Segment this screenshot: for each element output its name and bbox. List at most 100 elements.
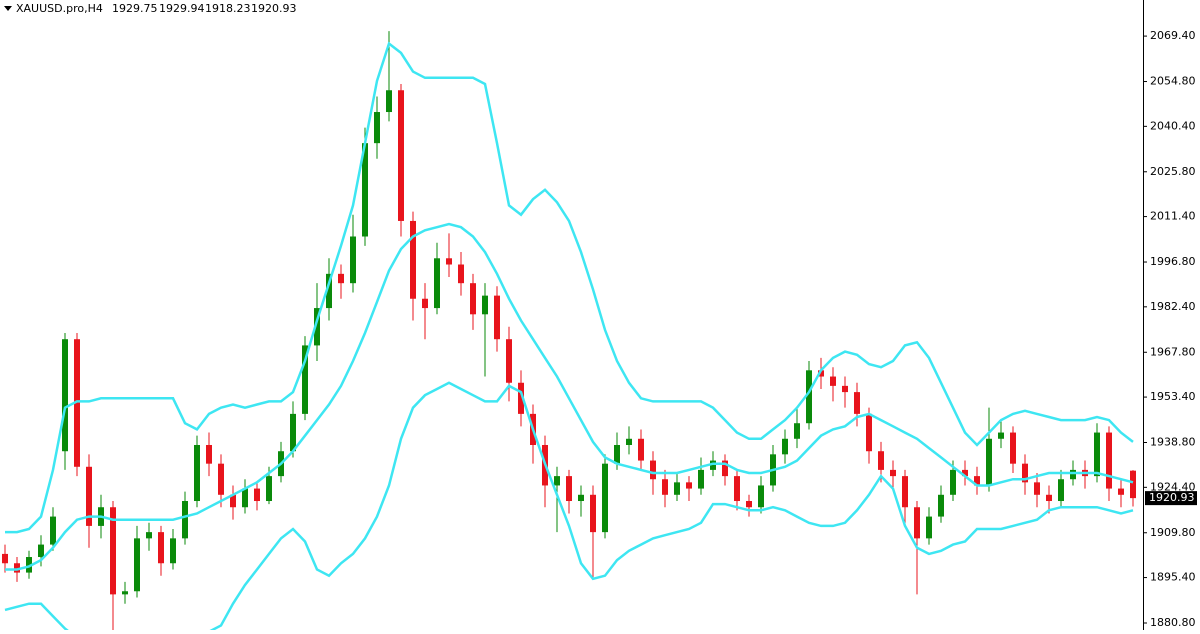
candle-body xyxy=(854,392,860,414)
bollinger-band xyxy=(5,222,1134,571)
last-price-box xyxy=(1145,491,1197,506)
candle-body xyxy=(1118,488,1124,495)
y-tick-label: 2069.40 xyxy=(1150,29,1196,42)
candle-body xyxy=(830,376,836,386)
candle-body xyxy=(446,258,452,265)
bollinger-band xyxy=(5,41,1134,534)
y-tick-label: 2054.80 xyxy=(1150,75,1196,88)
candle-body xyxy=(578,494,584,502)
candle-body xyxy=(566,476,572,502)
candle-body xyxy=(926,516,932,539)
candle-body xyxy=(182,501,188,539)
candle-body xyxy=(866,413,872,452)
plot-area xyxy=(2,31,1136,630)
last-price-label: 1920.93 xyxy=(1149,491,1195,504)
y-tick-label: 1880.80 xyxy=(1150,616,1196,629)
candle-body xyxy=(326,273,332,309)
candle-body xyxy=(194,444,200,502)
candle-body xyxy=(134,538,140,592)
candle-body xyxy=(590,494,596,533)
symbol: XAUUSD.pro,H4 xyxy=(16,2,103,15)
candle-body xyxy=(626,438,632,445)
candle-body xyxy=(614,444,620,464)
bollinger-band xyxy=(4,381,1134,630)
candle-body xyxy=(350,236,356,284)
candle-body xyxy=(254,488,260,502)
y-tick-label: 1938.80 xyxy=(1150,436,1196,449)
candle-body xyxy=(158,532,164,564)
candle-body xyxy=(794,423,800,439)
candle-body xyxy=(50,516,56,545)
candle-body xyxy=(1094,432,1100,477)
candle-body xyxy=(710,460,716,470)
candle-body xyxy=(494,295,500,340)
candle-body xyxy=(374,112,380,144)
header-close: 1920.93 xyxy=(251,2,297,15)
candle-body xyxy=(470,283,476,315)
candle-body xyxy=(398,90,404,221)
candle-body xyxy=(818,370,824,377)
candle-body xyxy=(422,298,428,309)
candle-body xyxy=(482,295,488,315)
candle-body xyxy=(914,507,920,539)
candle-body xyxy=(686,482,692,489)
candle-body xyxy=(230,494,236,508)
candle-body xyxy=(878,451,884,470)
candle-body xyxy=(218,463,224,495)
candle-body xyxy=(1046,494,1052,502)
y-tick-label: 2011.40 xyxy=(1150,210,1196,223)
y-tick-label: 1967.80 xyxy=(1150,345,1196,358)
header-high: 1929.94 xyxy=(159,2,205,15)
candle-body xyxy=(122,591,128,595)
header-open: 1929.75 xyxy=(112,2,158,15)
candle-body xyxy=(2,553,8,564)
candle-body xyxy=(506,339,512,383)
candle-body xyxy=(1034,482,1040,495)
candle-body xyxy=(1010,432,1016,464)
candle-body xyxy=(38,544,44,558)
candle-body xyxy=(722,460,728,477)
candle-body xyxy=(302,345,308,414)
candle-body xyxy=(26,557,32,573)
candle-body xyxy=(314,308,320,346)
candle-body xyxy=(746,501,752,508)
candle-body xyxy=(110,507,116,595)
candle-body xyxy=(638,438,644,461)
candle-body xyxy=(86,466,92,526)
y-tick-label: 2040.40 xyxy=(1150,119,1196,132)
candle-body xyxy=(902,476,908,508)
candle-body xyxy=(362,143,368,237)
candle-body xyxy=(1130,470,1136,499)
candle-body xyxy=(1106,432,1112,489)
candle-body xyxy=(974,476,980,486)
candle-body xyxy=(458,264,464,284)
header-low: 1918.23 xyxy=(205,2,251,15)
candle-body xyxy=(290,413,296,452)
candle-body xyxy=(1070,469,1076,480)
menu-arrow xyxy=(4,6,12,11)
y-tick-label: 1996.80 xyxy=(1150,255,1196,268)
candle-body xyxy=(434,258,440,309)
y-tick-label: 1982.40 xyxy=(1150,300,1196,313)
candle-body xyxy=(986,438,992,486)
candle-body xyxy=(758,485,764,508)
candle-body xyxy=(1058,479,1064,502)
candle-body xyxy=(650,460,656,480)
candle-body xyxy=(266,476,272,502)
candle-body xyxy=(386,90,392,113)
candle-body xyxy=(14,563,20,573)
candle-body xyxy=(950,469,956,495)
candle-body xyxy=(698,469,704,489)
candle-body xyxy=(242,488,248,508)
candle-body xyxy=(782,438,788,455)
y-tick-label: 1909.80 xyxy=(1150,526,1196,539)
y-tick-label: 2025.80 xyxy=(1150,165,1196,178)
candle-body xyxy=(62,339,68,452)
candle-body xyxy=(554,476,560,486)
candle-body xyxy=(938,494,944,517)
candle-body xyxy=(734,476,740,502)
candle-body xyxy=(662,479,668,495)
y-tick-label: 1953.40 xyxy=(1150,390,1196,403)
candle-body xyxy=(674,482,680,495)
